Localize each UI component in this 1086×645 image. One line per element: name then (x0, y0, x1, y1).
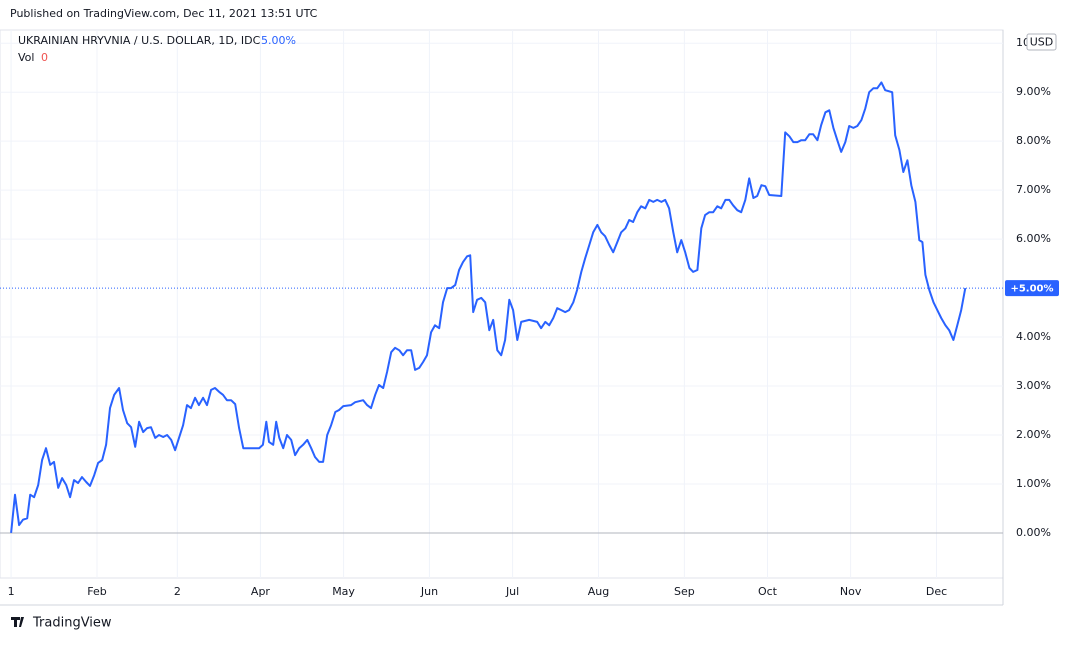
y-tick-label: 4.00% (1016, 330, 1051, 343)
x-tick-label: Aug (588, 585, 609, 598)
y-tick-label: 9.00% (1016, 85, 1051, 98)
x-tick-label: Nov (840, 585, 862, 598)
y-tick-label: 7.00% (1016, 183, 1051, 196)
x-tick-label: 2 (174, 585, 181, 598)
x-tick-label: Jul (505, 585, 519, 598)
price-line (10, 81, 967, 534)
brand-logo (11, 617, 24, 627)
x-tick-label: 1 (8, 585, 15, 598)
marks: +5.00% (0, 81, 1059, 534)
currency-box[interactable] (1026, 33, 1057, 51)
currency[interactable]: USD (1030, 36, 1054, 49)
symbol-title: UKRAINIAN HRYVNIA / U.S. DOLLAR, 1D, IDC (18, 34, 261, 47)
x-tick-label: Apr (251, 585, 271, 598)
y-tick-label: 1.00% (1016, 477, 1051, 490)
x-tick-label: May (332, 585, 355, 598)
x-tick-label: Oct (758, 585, 778, 598)
y-tick-label: 3.00% (1016, 379, 1051, 392)
y-tick-label: 6.00% (1016, 232, 1051, 245)
x-tick-label: Sep (674, 585, 695, 598)
x-tick-label: Feb (87, 585, 106, 598)
y-tick-label: 2.00% (1016, 428, 1051, 441)
y-tick-label: 8.00% (1016, 134, 1051, 147)
last-price-label: +5.00% (1010, 284, 1053, 295)
plot-frame (0, 29, 1004, 579)
change-label: 5.00% (261, 34, 296, 47)
brand-name: TradingView (32, 616, 112, 631)
grid: 0.00% 1.00% 2.00% 3.00% 4.00% 6.00% 7.00% 8.00%… (0, 30, 1051, 598)
last-price-box (1005, 280, 1059, 297)
volume-value: 0 (41, 51, 48, 64)
x-tick-label: Jun (420, 585, 438, 598)
published-note: Published on TradingView.com, Dec 11, 20… (10, 7, 318, 20)
x-tick-label: Dec (926, 585, 947, 598)
volume-label: Vol (18, 51, 34, 64)
y-tick-label: 0.00% (1016, 526, 1051, 539)
